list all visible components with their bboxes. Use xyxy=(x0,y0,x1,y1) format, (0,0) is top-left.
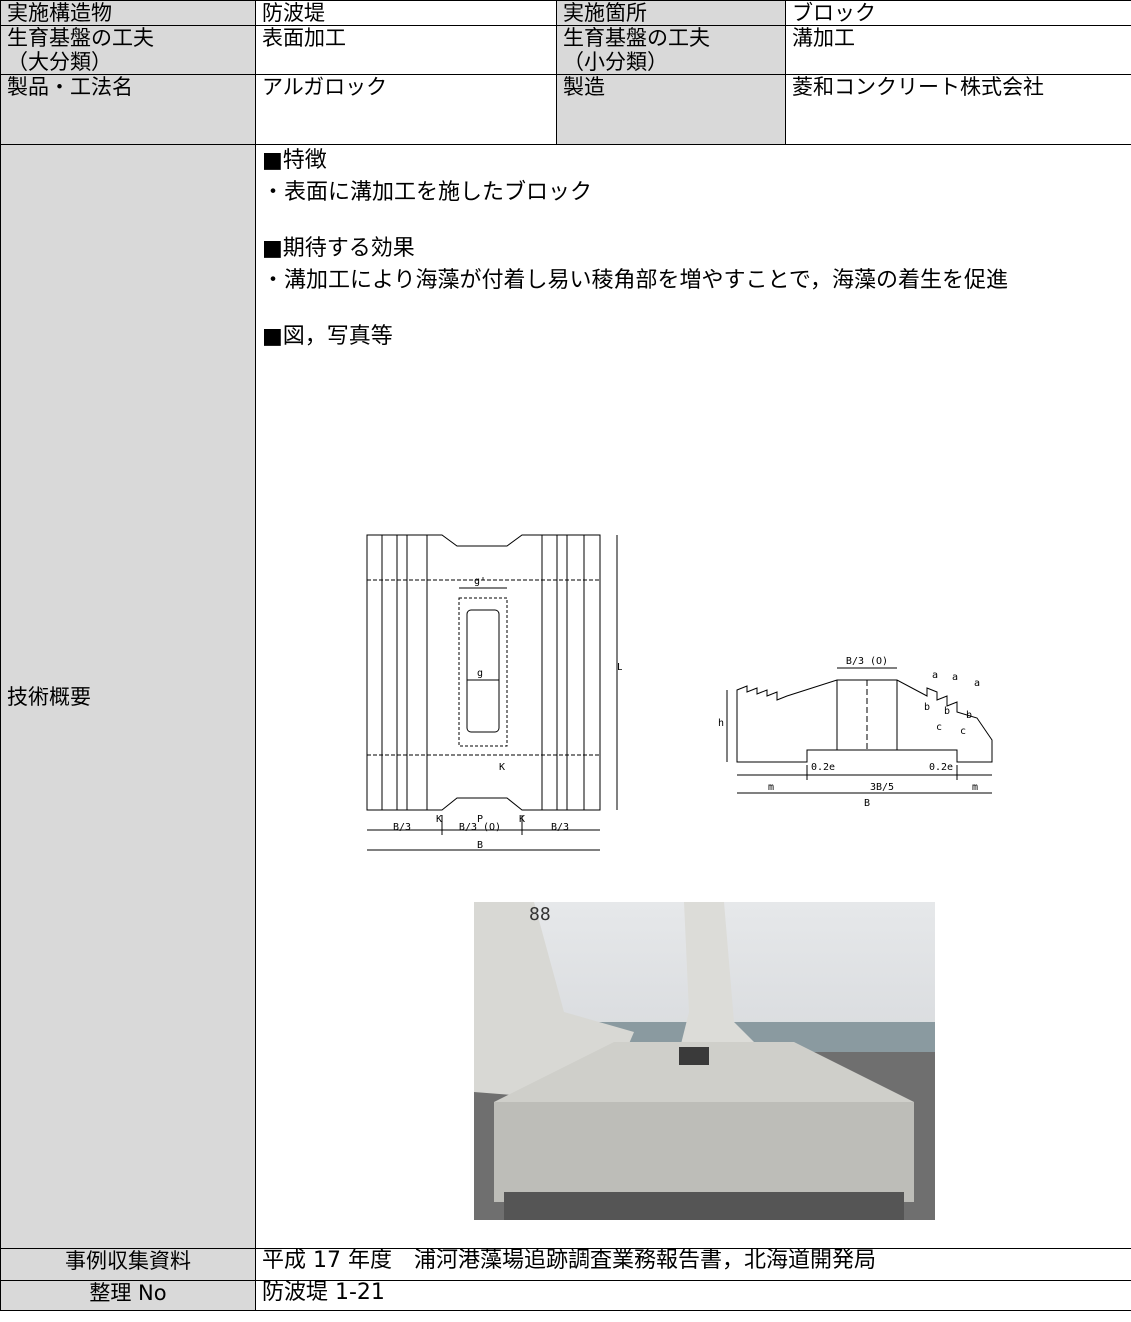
table-row: 技術概要 ■特徴・表面に溝加工を施したブロック ■期待する効果・溝加工により海藻が付… xyxy=(0,144,1131,1249)
section: ■特徴・表面に溝加工を施したブロック xyxy=(262,146,1125,210)
figure-label: g xyxy=(477,668,483,679)
table-row: 整理 No 防波堤 1-21 xyxy=(0,1280,1131,1311)
table-cell: ■特徴・表面に溝加工を施したブロック ■期待する効果・溝加工により海藻が付着し易い… xyxy=(255,144,1131,1249)
figure-label: B/3 xyxy=(393,822,411,833)
table-cell: 菱和コンクリート株式会社 xyxy=(785,74,1131,145)
cell-line: （大分類） xyxy=(7,50,112,74)
cell-text: 溝加工 xyxy=(792,26,855,51)
cell-line: 生育基盤の工夫 xyxy=(7,26,154,51)
table-cell: 実施構造物 xyxy=(0,0,256,26)
figure-label: B xyxy=(477,840,483,851)
table-cell: 技術概要 xyxy=(0,144,256,1249)
row-label: 事例収集資料 xyxy=(65,1249,191,1274)
photo-text: 88 xyxy=(529,904,551,925)
table-cell: 生育基盤の工夫 （大分類） xyxy=(0,25,256,75)
cell-text: アルガロック xyxy=(262,75,388,100)
section: ■期待する効果・溝加工により海藻が付着し易い稜角部を増やすことで，海藻の着生を促… xyxy=(262,233,1125,297)
figure-label: K xyxy=(436,814,442,825)
table-cell: 事例収集資料 xyxy=(0,1248,256,1281)
table-cell: 表面加工 xyxy=(255,25,557,75)
section-item: ・表面に溝加工を施したブロック xyxy=(262,180,593,205)
figure-label: m xyxy=(972,782,978,793)
cell-line: 生育基盤の工夫 xyxy=(563,26,710,51)
cell-text: ブロック xyxy=(792,1,876,25)
figure-label: 0.2e xyxy=(929,762,953,773)
table-cell: 整理 No xyxy=(0,1280,256,1311)
table-cell: 製品・工法名 xyxy=(0,74,256,145)
figure-label: b xyxy=(924,702,930,713)
table-cell: ブロック xyxy=(785,0,1131,26)
table-cell: アルガロック xyxy=(255,74,557,145)
figure-label: P xyxy=(477,814,483,825)
table-cell: 実施箇所 xyxy=(556,0,786,26)
figure-label: a xyxy=(932,670,938,681)
cell-text: 実施箇所 xyxy=(563,1,647,25)
figure-label: g' xyxy=(474,576,486,587)
cell-text: 菱和コンクリート株式会社 xyxy=(792,75,1044,100)
figure-label: 3B/5 xyxy=(870,782,894,793)
section: ■図，写真等 xyxy=(262,321,1125,353)
row-value: 平成 17 年度 浦河港藻場追跡調査業務報告書，北海道開発局 xyxy=(262,1248,876,1273)
section-heading: ■特徴 xyxy=(262,148,327,173)
row-value: 防波堤 1-21 xyxy=(262,1280,385,1305)
photo: 88 xyxy=(474,902,935,1220)
cell-text: 表面加工 xyxy=(262,26,346,51)
cell-text: 防波堤 xyxy=(262,1,325,25)
row-label: 整理 No xyxy=(89,1281,167,1306)
overview-content: ■特徴・表面に溝加工を施したブロック ■期待する効果・溝加工により海藻が付着し易い… xyxy=(262,146,1125,1248)
figure-label: B/3 (O) xyxy=(459,822,501,833)
section-item: ・溝加工により海藻が付着し易い稜角部を増やすことで，海藻の着生を促進 xyxy=(262,268,1009,293)
table-cell: 防波堤 1-21 xyxy=(255,1280,1131,1311)
plan-drawing: g' g L K K P K B/3 B/3 (O) B/3 B xyxy=(366,534,622,851)
table-row: 事例収集資料 平成 17 年度 浦河港藻場追跡調査業務報告書，北海道開発局 xyxy=(0,1248,1131,1281)
figure-label: B/3 (O) xyxy=(846,656,888,667)
table-row: 実施構造物 防波堤 実施箇所 ブロック xyxy=(0,0,1131,26)
section-heading: ■期待する効果 xyxy=(262,236,415,261)
section-drawing: B/3 (O)a aab b bc ch0.2e 0.2em 3B/5 mB xyxy=(718,656,993,809)
section-heading: ■図，写真等 xyxy=(262,324,393,349)
figure-label: 0.2e xyxy=(811,762,835,773)
table-cell: 防波堤 xyxy=(255,0,557,26)
cell-text: 製造 xyxy=(563,75,605,100)
figure-label: B xyxy=(864,798,870,809)
figure-label: a xyxy=(952,672,958,683)
table-cell: 溝加工 xyxy=(785,25,1131,75)
table-row: 製品・工法名 アルガロック 製造 菱和コンクリート株式会社 xyxy=(0,74,1131,145)
table-cell: 生育基盤の工夫 （小分類） xyxy=(556,25,786,75)
figure-label: K xyxy=(499,762,505,773)
cell-text: 製品・工法名 xyxy=(7,75,133,100)
figure-label: b xyxy=(966,710,972,721)
figure-label: m xyxy=(768,782,774,793)
table-cell: 製造 xyxy=(556,74,786,145)
cell-line: （小分類） xyxy=(563,50,668,74)
figure-label: B/3 xyxy=(551,822,569,833)
cell-text: 実施構造物 xyxy=(7,1,112,25)
figure-label: c xyxy=(936,722,942,733)
figure-label: b xyxy=(944,706,950,717)
overview-label: 技術概要 xyxy=(7,684,91,709)
table-cell: 平成 17 年度 浦河港藻場追跡調査業務報告書，北海道開発局 xyxy=(255,1248,1131,1281)
figure-label: L xyxy=(617,662,622,673)
table-row: 生育基盤の工夫 （大分類） 表面加工 生育基盤の工夫 （小分類） 溝加工 xyxy=(0,25,1131,75)
figure-label: K xyxy=(519,814,525,825)
figure-label: a xyxy=(974,678,980,689)
figure-label: h xyxy=(718,718,724,729)
figure-label: c xyxy=(960,726,966,737)
